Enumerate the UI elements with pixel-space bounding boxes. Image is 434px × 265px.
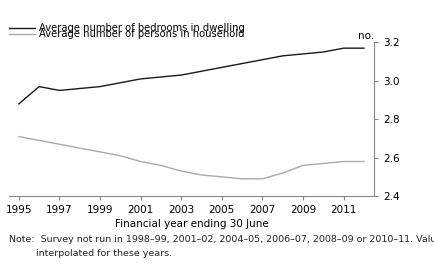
Text: no.: no.: [357, 31, 373, 41]
Text: Average number of persons in household: Average number of persons in household: [39, 29, 244, 39]
X-axis label: Financial year ending 30 June: Financial year ending 30 June: [114, 219, 268, 229]
Text: Note:  Survey not run in 1998–99, 2001–02, 2004–05, 2006–07, 2008–09 or 2010–11.: Note: Survey not run in 1998–99, 2001–02…: [9, 235, 434, 244]
Text: interpolated for these years.: interpolated for these years.: [9, 249, 171, 258]
Text: Average number of bedrooms in dwelling: Average number of bedrooms in dwelling: [39, 23, 244, 33]
